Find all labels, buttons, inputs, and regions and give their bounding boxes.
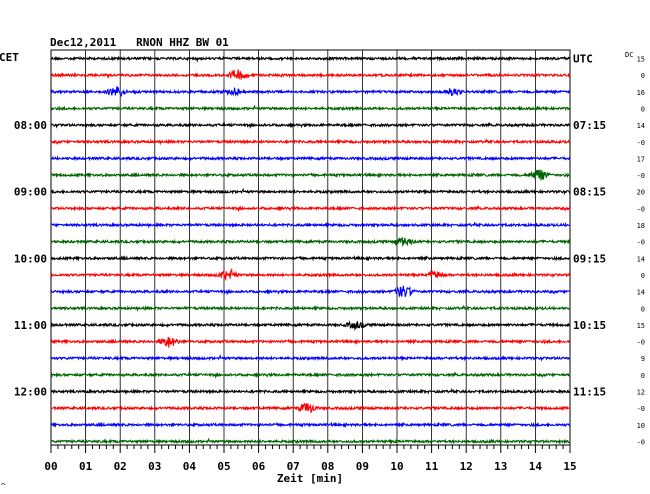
left-hour-label: 08:00 <box>14 119 47 132</box>
trace-12 <box>50 254 571 262</box>
plot-frame <box>50 49 571 446</box>
trace-16 <box>50 320 571 332</box>
trace-15 <box>50 304 571 312</box>
x-tick-label: 13 <box>494 460 507 473</box>
dc-offset-4: 14 <box>637 122 645 130</box>
x-tick-label: 11 <box>425 460 439 473</box>
dc-offset-11: -0 <box>637 239 645 247</box>
x-tick-label: 03 <box>148 460 161 473</box>
trace-23 <box>50 437 571 446</box>
grid-lines <box>50 49 571 453</box>
dc-offset-13: 0 <box>641 272 645 280</box>
x-tick-label: 01 <box>79 460 93 473</box>
trace-10 <box>50 221 571 229</box>
dc-label: DC <box>625 51 633 59</box>
trace-21 <box>50 402 571 414</box>
right-hour-label: 09:15 <box>573 252 606 265</box>
dc-offset-23: -0 <box>637 438 645 446</box>
right-hour-label: 11:15 <box>573 386 606 399</box>
dc-offset-5: -0 <box>637 139 645 147</box>
x-tick-label: 00 <box>44 460 57 473</box>
x-tick-label: 07 <box>287 460 300 473</box>
left-hour-label: 12:00 <box>14 386 47 399</box>
x-tick-label: 05 <box>217 460 230 473</box>
right-hour-label: 08:15 <box>573 186 606 199</box>
dc-offset-9: -0 <box>637 205 645 213</box>
dc-offset-14: 14 <box>637 289 645 297</box>
trace-6 <box>50 155 571 162</box>
chart-title: Dec12,2011 RNON HHZ BW 01 <box>50 36 229 49</box>
trace-11 <box>50 236 571 248</box>
x-tick-label: 08 <box>321 460 334 473</box>
x-axis-label: Zeit [min] <box>277 472 343 485</box>
trace-0 <box>50 55 571 63</box>
trace-17 <box>50 336 571 348</box>
right-hour-label: 07:15 <box>573 119 606 132</box>
trace-19 <box>50 371 571 379</box>
label-layer: 15 0 16 0 14 -0 17 -0 20 -0 18 -0 14 0 14 0 15 -0 9 0 12 -0 10… <box>14 53 645 474</box>
trace-14 <box>50 285 571 298</box>
dc-offset-18: 9 <box>641 355 645 363</box>
dc-offset-16: 15 <box>637 322 645 330</box>
dc-offset-2: 16 <box>637 89 645 97</box>
x-tick-label: 06 <box>252 460 266 473</box>
dc-offset-17: -0 <box>637 339 645 347</box>
trace-layer <box>50 55 571 446</box>
x-tick-label: 14 <box>529 460 543 473</box>
trace-1 <box>50 69 571 80</box>
trace-7 <box>50 169 571 181</box>
trace-9 <box>50 205 571 213</box>
dc-offset-21: -0 <box>637 405 645 413</box>
left-timezone-label: CET <box>0 51 19 64</box>
dc-offset-3: 0 <box>641 105 645 113</box>
trace-2 <box>50 86 571 98</box>
dc-offset-15: 0 <box>641 305 645 313</box>
dc-offset-6: 17 <box>637 155 645 163</box>
trace-18 <box>50 354 571 362</box>
right-hour-label: 10:15 <box>573 319 606 332</box>
left-hour-label: 09:00 <box>14 186 47 199</box>
x-tick-label: 02 <box>114 460 127 473</box>
left-hour-label: 11:00 <box>14 319 47 332</box>
dc-offset-1: 0 <box>641 72 645 80</box>
trace-13 <box>50 267 571 282</box>
trace-4 <box>50 121 571 130</box>
trace-3 <box>50 104 571 112</box>
dc-offset-12: 14 <box>637 255 645 263</box>
trace-8 <box>50 187 571 196</box>
trace-5 <box>50 138 571 146</box>
right-hour-label: UTC <box>573 53 593 66</box>
dc-offset-10: 18 <box>637 222 645 230</box>
x-tick-label: 10 <box>390 460 403 473</box>
x-tick-label: 15 <box>563 460 576 473</box>
dc-offset-20: 12 <box>637 389 645 397</box>
dc-offset-22: 10 <box>637 422 645 430</box>
x-tick-label: 12 <box>460 460 473 473</box>
dc-offset-0: 15 <box>637 56 645 64</box>
dc-offset-7: -0 <box>637 172 645 180</box>
x-tick-label: 09 <box>356 460 369 473</box>
x-tick-label: 04 <box>183 460 197 473</box>
dc-offset-19: 0 <box>641 372 645 380</box>
left-hour-label: 10:00 <box>14 252 47 265</box>
trace-22 <box>50 421 571 429</box>
trace-20 <box>50 387 571 396</box>
corner-mark: ᴖ <box>1 481 5 489</box>
dc-offset-8: 20 <box>637 189 645 197</box>
